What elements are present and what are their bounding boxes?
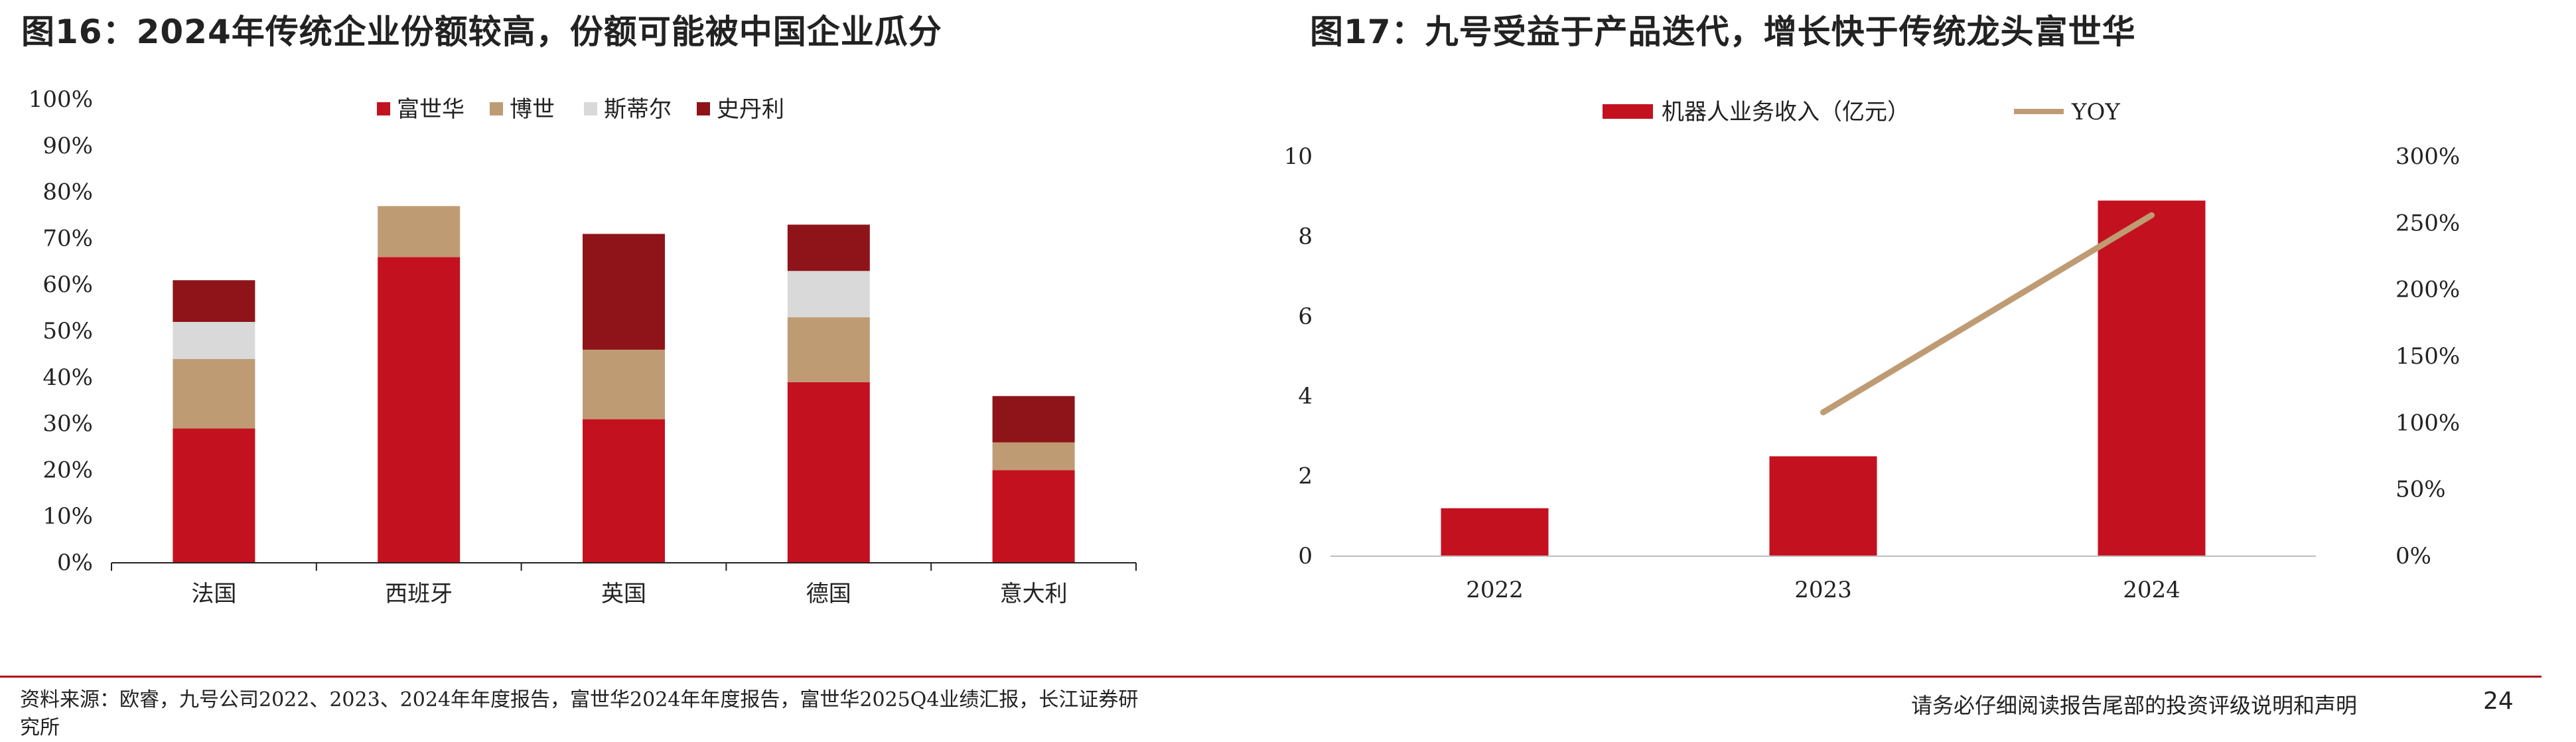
bar-segment (583, 419, 665, 563)
footer-divider (0, 676, 2541, 678)
legend-swatch-revenue (1603, 104, 1653, 119)
x-tick-label: 2024 (2123, 577, 2181, 603)
source-note: 资料来源：欧睿，九号公司2022、2023、2024年年度报告，富世华2024年… (20, 688, 1139, 739)
bar-segment (173, 428, 255, 563)
right-y-tick-label: 300% (2396, 143, 2460, 170)
bar-segment (583, 349, 665, 419)
disclaimer-text: 请务必仔细阅读报告尾部的投资评级说明和声明 (1911, 693, 2358, 718)
bar-segment (992, 470, 1075, 563)
x-tick-label: 德国 (806, 581, 851, 607)
y-tick-label: 20% (42, 457, 93, 483)
y-tick-label: 90% (42, 133, 93, 159)
y-tick-label: 40% (42, 364, 93, 391)
y-tick-label: 60% (42, 271, 93, 298)
revenue-bar (2098, 200, 2206, 557)
right-y-tick-label: 250% (2396, 210, 2460, 236)
y-tick-label: 30% (42, 411, 93, 437)
bar-segment (992, 396, 1075, 443)
x-tick-label: 2022 (1466, 577, 1524, 603)
legend-label-yoy: YOY (2071, 99, 2120, 125)
legend-label: 博世 (510, 96, 555, 123)
y-tick-label: 80% (42, 179, 93, 206)
y-tick-label: 0% (57, 550, 93, 576)
revenue-bar (1441, 508, 1549, 556)
yoy-line (1820, 212, 2155, 415)
right-y-tick-label: 0% (2396, 543, 2431, 569)
page-number: 24 (2483, 688, 2514, 715)
right-y-tick-label: 150% (2396, 343, 2460, 370)
bar-segment (173, 358, 255, 429)
bar-segment (787, 382, 870, 563)
market-share-stacked-bar-chart: 0% 10% 20% 30% 40% 50% 60% 70% 80% 90% 100% 法国 西班牙 英国… (29, 86, 1137, 607)
legend-label: 史丹利 (717, 96, 784, 123)
legend-label: 富世华 (397, 96, 465, 123)
bar-segment (787, 271, 870, 318)
x-tick-label: 2023 (1794, 577, 1852, 603)
y-tick-label: 10% (42, 503, 93, 530)
x-tick-label: 意大利 (1000, 581, 1068, 607)
bar-segment (173, 280, 255, 323)
x-tick-label: 法国 (191, 581, 236, 607)
bar-segment (173, 322, 255, 359)
y-tick-label: 50% (42, 318, 93, 344)
bar-segment (787, 224, 870, 271)
revenue-bar (1769, 456, 1877, 556)
bar-segment (787, 317, 870, 382)
left-y-tick-label: 10 (1284, 143, 1313, 170)
y-tick-label: 100% (29, 86, 93, 113)
left-y-tick-label: 0 (1298, 543, 1313, 569)
legend-label: 斯蒂尔 (604, 96, 672, 123)
left-y-tick-label: 6 (1298, 303, 1313, 330)
x-tick-label: 英国 (601, 581, 646, 607)
legend-label-revenue: 机器人业务收入（亿元） (1662, 99, 1910, 125)
bar-segment (583, 234, 665, 350)
legend-swatch (697, 102, 710, 115)
left-y-tick-label: 2 (1298, 463, 1313, 490)
bar-segment (378, 206, 461, 258)
right-y-tick-label: 50% (2396, 477, 2446, 503)
left-chart-title: 图16：2024年传统企业份额较高，份额可能被中国企业瓜分 (21, 13, 942, 51)
x-tick-label: 西班牙 (385, 581, 453, 607)
right-y-tick-label: 200% (2396, 277, 2460, 303)
left-y-tick-label: 8 (1298, 223, 1313, 250)
legend-swatch (490, 102, 503, 115)
right-y-tick-label: 100% (2396, 409, 2460, 436)
legend-swatch (377, 102, 390, 115)
y-tick-label: 70% (42, 225, 93, 252)
bar-segment (992, 442, 1075, 471)
right-chart-title: 图17：九号受益于产品迭代，增长快于传统龙头富世华 (1310, 13, 2136, 51)
bar-segment (378, 257, 461, 563)
legend-swatch (584, 102, 597, 115)
left-y-tick-label: 4 (1298, 383, 1313, 409)
